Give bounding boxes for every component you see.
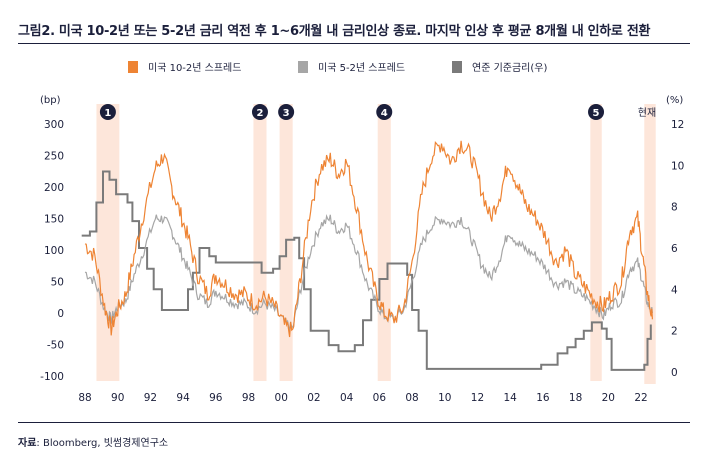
figure-title: 그림2. 미국 10-2년 또는 5-2년 금리 역전 후 1~6개월 내 금리… <box>18 24 651 39</box>
x-tick-label: 12 <box>471 392 484 404</box>
right-tick-label: 6 <box>671 243 678 255</box>
x-tick-label: 00 <box>275 392 288 404</box>
source-label: 자료 <box>18 438 37 449</box>
series-line <box>81 170 652 371</box>
shaded-period <box>96 104 120 381</box>
source-note: 자료: Bloomberg, 빗썸경제연구소 <box>18 434 168 449</box>
x-tick-label: 18 <box>569 392 582 404</box>
legend-swatch <box>452 61 462 73</box>
left-tick-label: 100 <box>44 245 64 257</box>
chart: 미국 10-2년 스프레드 미국 5-2년 스프레드 연준 기준금리(우)1 2 3 4 5… <box>40 61 684 404</box>
shaded-period <box>253 104 267 381</box>
right-tick-label: 4 <box>671 284 678 296</box>
period-label: 현재 <box>638 107 656 119</box>
legend-label: 연준 기준금리(우) <box>472 62 547 74</box>
x-tick-label: 22 <box>634 392 647 404</box>
period-marker <box>376 104 393 120</box>
right-tick-label: 0 <box>671 367 678 379</box>
left-tick-label: 150 <box>44 214 64 226</box>
x-tick-label: 94 <box>176 392 190 404</box>
x-tick-label: 88 <box>78 392 91 404</box>
x-tick-label: 14 <box>503 392 517 404</box>
right-axis-unit: (%) <box>666 95 683 106</box>
left-tick-label: 300 <box>44 119 64 131</box>
left-tick-label: 50 <box>51 277 64 289</box>
x-tick-label: 08 <box>405 392 418 404</box>
legend-swatch <box>128 61 138 73</box>
legend-swatch <box>298 61 308 73</box>
source-text: : Bloomberg, 빗썸경제연구소 <box>36 438 169 449</box>
x-tick-label: 96 <box>209 392 223 404</box>
period-marker <box>588 104 605 120</box>
period-marker <box>99 104 116 120</box>
period-number: 2 <box>256 108 263 119</box>
x-tick-label: 16 <box>536 392 550 404</box>
legend-label: 미국 5-2년 스프레드 <box>318 62 405 74</box>
x-tick-label: 04 <box>340 392 354 404</box>
x-tick-label: 92 <box>144 392 157 404</box>
x-tick-label: 10 <box>438 392 451 404</box>
period-number: 4 <box>381 108 388 119</box>
left-axis-unit: (bp) <box>40 95 61 106</box>
period-number: 5 <box>593 108 600 119</box>
right-tick-label: 12 <box>671 119 684 131</box>
left-tick-label: -50 <box>47 340 64 352</box>
shaded-period <box>644 104 656 384</box>
shaded-period <box>590 104 602 381</box>
x-tick-label: 06 <box>373 392 387 404</box>
legend-label: 미국 10-2년 스프레드 <box>148 62 241 74</box>
left-tick-label: 200 <box>44 182 64 194</box>
bottom-divider <box>18 422 690 423</box>
x-tick-label: 90 <box>111 392 124 404</box>
period-number: 3 <box>283 108 290 119</box>
period-marker <box>251 104 268 120</box>
top-divider <box>18 43 690 44</box>
period-marker <box>278 104 295 120</box>
shaded-period <box>377 104 391 381</box>
series-line <box>84 214 653 332</box>
right-tick-label: 2 <box>671 326 678 338</box>
x-tick-label: 02 <box>307 392 320 404</box>
left-tick-label: -100 <box>40 371 64 383</box>
x-tick-label: 98 <box>242 392 255 404</box>
left-tick-label: 250 <box>44 151 64 163</box>
right-tick-label: 10 <box>671 160 684 172</box>
right-tick-label: 8 <box>671 202 678 214</box>
left-tick-label: 0 <box>57 308 64 320</box>
x-tick-label: 20 <box>602 392 615 404</box>
series-line <box>84 140 653 338</box>
period-number: 1 <box>104 108 111 119</box>
